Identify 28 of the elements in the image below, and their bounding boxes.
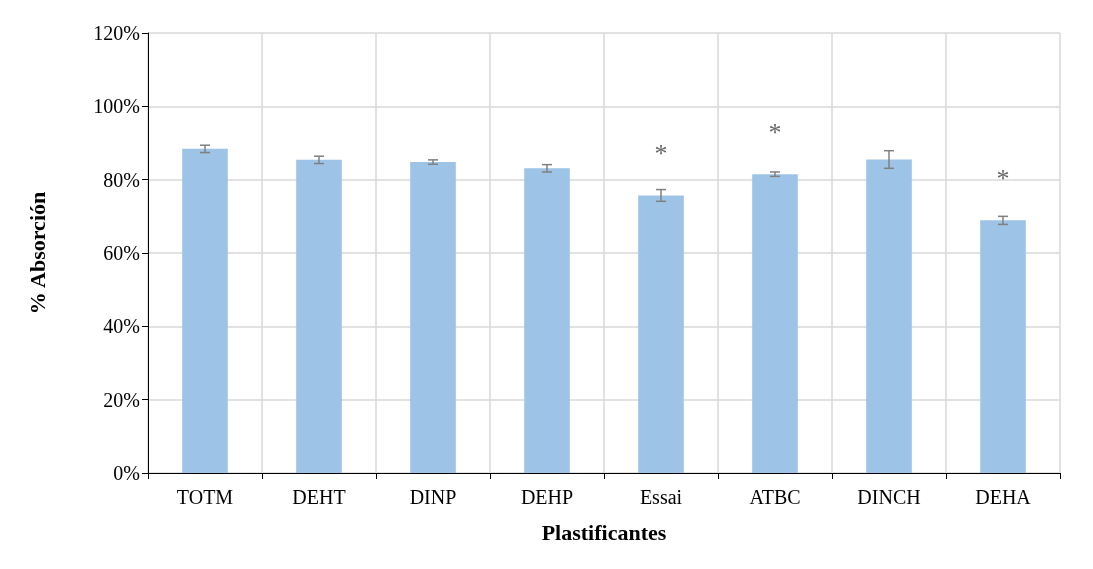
annotation: * <box>768 117 782 147</box>
bar <box>296 159 342 473</box>
x-tick-label: DEHA <box>975 486 1032 508</box>
y-axis-title: % Absorción <box>24 191 50 315</box>
x-tick-label: DEHP <box>520 486 574 508</box>
x-tick-label: Essai <box>639 486 683 508</box>
bar <box>866 159 912 473</box>
x-tick-label: DEHT <box>292 486 346 508</box>
x-tick-label: DINCH <box>857 486 921 508</box>
annotation: * <box>996 163 1010 193</box>
x-tick-label: TOTM <box>176 486 234 508</box>
y-tick-label: 100% <box>93 95 140 118</box>
x-axis-title: Plastificantes <box>541 519 667 545</box>
y-tick-label: 60% <box>103 242 140 264</box>
y-tick-label: 20% <box>103 388 140 411</box>
bar <box>980 220 1026 473</box>
y-tick-label: 120% <box>93 22 140 44</box>
y-tick-label: 80% <box>103 168 140 191</box>
y-tick-label: 40% <box>103 315 140 338</box>
x-tick-label: ATBC <box>749 486 801 508</box>
x-tick-label: DINP <box>409 486 457 508</box>
annotation: * <box>654 138 668 168</box>
bar <box>410 162 456 473</box>
bar <box>182 148 228 473</box>
y-tick-label: 0% <box>113 462 140 484</box>
bar <box>638 195 684 473</box>
bar <box>752 174 798 473</box>
bar <box>524 168 570 473</box>
